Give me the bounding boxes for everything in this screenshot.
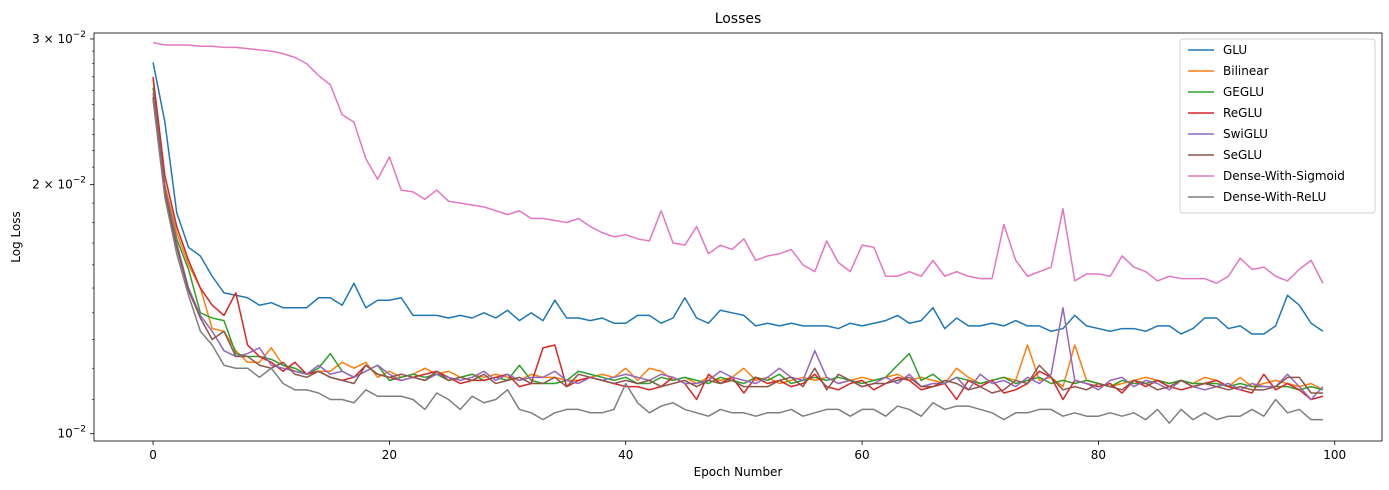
legend: GLU Bilinear GEGLU ReGLU SwiGLU SeGLU Dense-Wi… (1179, 38, 1376, 214)
series-line-2 (152, 79, 1324, 391)
x-tick-label: 40 (618, 448, 633, 462)
series-line-1 (152, 62, 1324, 335)
x-tick-label: 60 (854, 448, 869, 462)
legend-label: Bilinear (1223, 64, 1269, 78)
series-line-5 (152, 93, 1324, 401)
series-line-8 (152, 100, 1323, 424)
x-tick-label: 100 (1323, 448, 1346, 462)
chart-title: Losses (715, 11, 762, 27)
series-line-3 (152, 87, 1324, 391)
x-tick-label: 80 (1091, 448, 1106, 462)
x-tick-label: 20 (382, 448, 397, 462)
plot-lines (152, 41, 1324, 424)
x-axis-label: Epoch Number (694, 465, 783, 479)
plot-frame (93, 32, 1383, 442)
legend-label: ReGLU (1223, 106, 1262, 120)
legend-label: Dense-With-Sigmoid (1223, 169, 1345, 183)
legend-label: SeGLU (1223, 148, 1262, 162)
series-line-4 (152, 76, 1324, 401)
y-axis-label: Log Loss (9, 211, 23, 263)
legend-label: GEGLU (1223, 85, 1264, 99)
legend-label: Dense-With-ReLU (1223, 190, 1326, 204)
y-tick-label: 3 × 10−2 (32, 30, 86, 46)
y-tick-label: 10−2 (57, 425, 86, 441)
series-line-6 (152, 97, 1323, 394)
legend-box (1179, 38, 1376, 214)
x-tick-label: 0 (149, 448, 157, 462)
y-axis: 3 × 10−2 2 × 10−2 10−2 (32, 30, 94, 441)
series-line-7 (152, 41, 1324, 285)
x-axis: 0 20 40 60 80 100 (149, 441, 1346, 462)
legend-label: GLU (1223, 43, 1247, 57)
y-tick-label: 2 × 10−2 (32, 176, 86, 192)
legend-label: SwiGLU (1223, 127, 1268, 141)
